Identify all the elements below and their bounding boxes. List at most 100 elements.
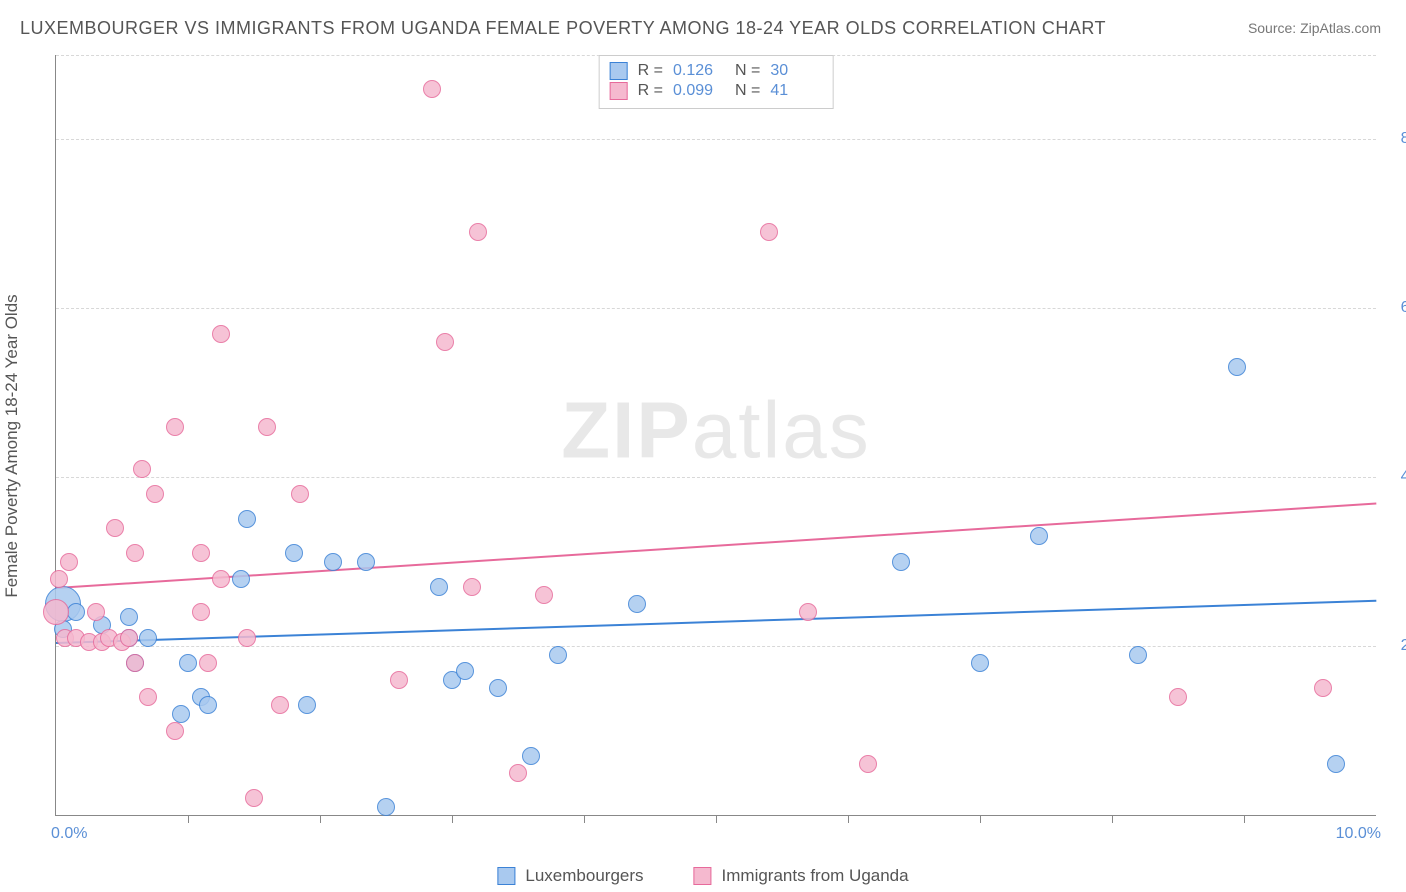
scatter-point: [60, 553, 78, 571]
legend-item-1: Luxembourgers: [497, 866, 643, 886]
scatter-point: [172, 705, 190, 723]
x-tick-mark: [1244, 815, 1245, 823]
swatch-series-2: [610, 82, 628, 100]
swatch-series-2: [694, 867, 712, 885]
scatter-point: [549, 646, 567, 664]
scatter-point: [232, 570, 250, 588]
scatter-point: [271, 696, 289, 714]
scatter-point: [1169, 688, 1187, 706]
scatter-point: [971, 654, 989, 672]
gridline: [56, 646, 1376, 647]
scatter-point: [166, 722, 184, 740]
scatter-point: [628, 595, 646, 613]
scatter-point: [126, 544, 144, 562]
scatter-point: [357, 553, 375, 571]
scatter-point: [489, 679, 507, 697]
r-label: R =: [638, 62, 663, 80]
scatter-point: [324, 553, 342, 571]
scatter-point: [212, 570, 230, 588]
scatter-point: [245, 789, 263, 807]
x-tick-mark: [452, 815, 453, 823]
n-label: N =: [735, 82, 760, 100]
y-tick-label: 60.0%: [1386, 299, 1406, 317]
x-tick-mark: [1112, 815, 1113, 823]
scatter-point: [43, 599, 69, 625]
gridline: [56, 139, 1376, 140]
y-tick-label: 40.0%: [1386, 468, 1406, 486]
scatter-point: [463, 578, 481, 596]
gridline: [56, 308, 1376, 309]
scatter-point: [67, 603, 85, 621]
y-axis-label: Female Poverty Among 18-24 Year Olds: [2, 294, 22, 597]
scatter-point: [133, 460, 151, 478]
scatter-point: [1327, 755, 1345, 773]
scatter-point: [535, 586, 553, 604]
n-value-series-2: 41: [770, 82, 822, 100]
scatter-point: [1314, 679, 1332, 697]
scatter-point: [298, 696, 316, 714]
scatter-point: [139, 688, 157, 706]
gridline: [56, 477, 1376, 478]
scatter-point: [199, 696, 217, 714]
scatter-point: [1030, 527, 1048, 545]
scatter-point: [192, 603, 210, 621]
scatter-point: [522, 747, 540, 765]
stats-row-series-1: R = 0.126 N = 30: [610, 62, 823, 80]
x-tick-mark: [980, 815, 981, 823]
scatter-point: [238, 629, 256, 647]
scatter-point: [799, 603, 817, 621]
stats-legend-box: R = 0.126 N = 30 R = 0.099 N = 41: [599, 55, 834, 109]
scatter-point: [238, 510, 256, 528]
scatter-point: [212, 325, 230, 343]
scatter-point: [87, 603, 105, 621]
scatter-point: [179, 654, 197, 672]
x-tick-mark: [188, 815, 189, 823]
scatter-point: [1129, 646, 1147, 664]
scatter-point: [106, 519, 124, 537]
scatter-point: [50, 570, 68, 588]
scatter-point: [285, 544, 303, 562]
legend-label-1: Luxembourgers: [525, 866, 643, 886]
stats-row-series-2: R = 0.099 N = 41: [610, 82, 823, 100]
watermark-text: ZIPatlas: [561, 384, 870, 476]
scatter-point: [436, 333, 454, 351]
r-value-series-1: 0.126: [673, 62, 725, 80]
x-tick-mark: [848, 815, 849, 823]
plot-area: ZIPatlas R = 0.126 N = 30 R = 0.099 N = …: [55, 55, 1376, 816]
scatter-point: [390, 671, 408, 689]
swatch-series-1: [610, 62, 628, 80]
scatter-point: [192, 544, 210, 562]
x-tick-mark: [320, 815, 321, 823]
scatter-point: [258, 418, 276, 436]
y-tick-label: 20.0%: [1386, 637, 1406, 655]
scatter-point: [120, 629, 138, 647]
n-label: N =: [735, 62, 760, 80]
x-axis-min-label: 0.0%: [51, 825, 87, 843]
scatter-point: [120, 608, 138, 626]
x-tick-mark: [584, 815, 585, 823]
chart-title: LUXEMBOURGER VS IMMIGRANTS FROM UGANDA F…: [20, 18, 1106, 39]
scatter-point: [456, 662, 474, 680]
scatter-point: [291, 485, 309, 503]
scatter-point: [430, 578, 448, 596]
scatter-point: [892, 553, 910, 571]
scatter-point: [139, 629, 157, 647]
scatter-point: [859, 755, 877, 773]
scatter-point: [760, 223, 778, 241]
scatter-point: [509, 764, 527, 782]
scatter-point: [377, 798, 395, 816]
scatter-point: [126, 654, 144, 672]
y-tick-label: 80.0%: [1386, 130, 1406, 148]
scatter-point: [146, 485, 164, 503]
bottom-legend: Luxembourgers Immigrants from Uganda: [497, 866, 908, 886]
r-value-series-2: 0.099: [673, 82, 725, 100]
legend-item-2: Immigrants from Uganda: [694, 866, 909, 886]
scatter-point: [199, 654, 217, 672]
x-axis-max-label: 10.0%: [1336, 825, 1381, 843]
scatter-point: [1228, 358, 1246, 376]
scatter-point: [423, 80, 441, 98]
scatter-point: [166, 418, 184, 436]
source-attribution: Source: ZipAtlas.com: [1248, 20, 1381, 36]
legend-label-2: Immigrants from Uganda: [722, 866, 909, 886]
r-label: R =: [638, 82, 663, 100]
